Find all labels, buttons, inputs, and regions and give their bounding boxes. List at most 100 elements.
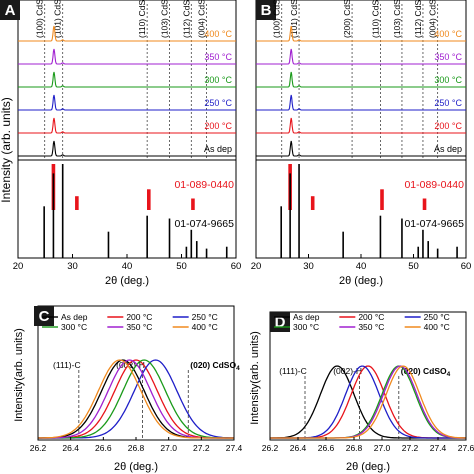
panel-a-ref-black-label: 01-074-9665 [174,218,234,230]
panel-b-trace-label: 250 °C [434,98,462,108]
chart-marks: (100) CdS (101) CdS (110) CdS (103) CdS (112… [13,0,474,453]
panel-a-trace-label: 250 °C [204,98,232,108]
panel-c-legend-label: 250 °C [192,312,218,322]
panel-d-letter: D [275,314,286,331]
panel-a-trace-label: 200 °C [204,121,232,131]
panel-b-ref-black-label: 01-074-9665 [404,218,464,230]
panel-d-xtick-label: 27.6 [458,443,474,453]
panel-d-xlabel: 2θ (deg.) [346,461,390,473]
panel-a-xlabel: 2θ (deg.) [105,275,149,287]
panel-a-refline-label: (004) CdS [197,0,207,38]
panel-a-xtick-label: 40 [122,261,133,272]
panel-a-trace-label: 350 °C [204,52,232,62]
panel-c-curve-350-c [38,359,234,439]
panel-a-trace-200-c [18,117,236,134]
panel-a-ref-red-bar [191,198,195,210]
panel-d-refline-label: (111)-C [279,366,307,376]
panel-a-xtick-label: 30 [67,261,78,272]
panel-a-ref-red-bar [75,196,79,210]
panel-b-refline-label: (112) CdS [413,0,423,38]
panel-c-xtick-label: 27.4 [226,443,243,453]
panel-c-legend-label: 400 °C [192,322,218,332]
panel-a-ref-red-bar [147,189,151,210]
panel-a-trace-400-c [18,25,236,42]
panel-b-trace-250-c [256,94,466,111]
panel-a-xtick-label: 60 [231,261,242,272]
panel-d-xtick-label: 27.0 [374,443,391,453]
panel-c-xtick-label: 26.6 [95,443,112,453]
panel-a-trace-250-c [18,94,236,111]
panel-c-legend-label: 300 °C [61,322,87,332]
panel-d-legend-label: 350 °C [358,322,384,332]
panel-b-xlabel: 2θ (deg.) [339,275,383,287]
panel-b-refline-label: (004) CdS [428,0,438,38]
panel-d-refline-label: (002)-H [333,366,362,376]
panel-d-legend-label: 400 °C [424,322,450,332]
panel-b-trace-label: 200 °C [434,121,462,131]
panel-a-trace-as-dep [18,140,236,157]
panel-c-curve-400-c [37,359,234,439]
panel-c-letter-box [34,306,54,326]
panel-d-curve-350-c [270,365,466,439]
panel-b-trace-label: As dep [434,144,462,154]
panel-c-xtick-label: 26.2 [30,443,47,453]
panel-b-trace-300-c [256,71,466,88]
panel-a-refline-label: (103) CdS [160,0,170,38]
panel-b-xtick-label: 50 [408,261,419,272]
panel-b-ref-red-bar [422,198,427,210]
panel-d-legend-label: As dep [293,312,320,322]
panel-b-trace-200-c [256,117,466,134]
panel-c-ylabel: Intensity(arb. units) [13,328,25,422]
panel-d-legend-label: 250 °C [424,312,450,322]
panel-d-xtick-label: 26.4 [290,443,307,453]
panel-b-trace-label: 300 °C [434,75,462,85]
panel-d-xtick-label: 26.2 [262,443,279,453]
panel-a-trace-300-c [18,71,236,88]
panel-d-ylabel: Intensity(arb. units) [249,331,261,425]
panel-c-xtick-label: 26.8 [128,443,145,453]
panel-c-legend-label: 200 °C [126,312,152,322]
panel-d-xtick-label: 27.4 [430,443,447,453]
panel-b-xtick-label: 40 [356,261,367,272]
panel-c-xtick-label: 27.2 [193,443,210,453]
panel-b-trace-label: 350 °C [434,52,462,62]
panel-a-trace-label: 400 °C [204,29,232,39]
panel-b-trace-label: 400 °C [434,29,462,39]
panel-b-xtick-label: 20 [251,261,262,272]
panel-d-legend-label: 200 °C [358,312,384,322]
panel-a-xtick-label: 20 [13,261,24,272]
panel-c-curve-250-c [38,359,234,439]
panel-a-letter-box [0,0,20,20]
panel-a-refline-label: (110) CdS [137,0,147,38]
panel-c-legend-label: 350 °C [126,322,152,332]
panel-b-ref-red-label: 01-089-0440 [404,179,464,191]
panel-c-curve-300-c [38,359,234,439]
panel-d-xtick-label: 26.8 [346,443,363,453]
panel-d-refline-label: (020) CdSO4 [401,366,451,378]
panel-b-refline-label: (110) CdS [370,0,380,38]
panel-c-xtick-label: 27.0 [160,443,177,453]
panel-b-letter: B [261,2,272,19]
panel-b-refline-label: (200) CdSO [342,0,352,38]
panel-b-xtick-label: 30 [303,261,314,272]
panel-b-trace-350-c [256,48,466,65]
panel-b-trace-as-dep [256,140,466,157]
panel-c-refline-label: (111)-C [53,360,81,370]
panel-b-xtick-label: 60 [461,261,472,272]
panel-b-refline-label: (100) CdS [272,0,282,38]
panel-a-xtick-label: 50 [176,261,187,272]
panel-b-ref-red-bar [310,196,315,210]
panel-a-trace-350-c [18,48,236,65]
panel-b-refline-label: (101) CdS [289,0,299,38]
panel-d-xtick-label: 27.2 [402,443,419,453]
panel-b-ref-red-bar [380,189,384,210]
panel-b-trace-400-c [256,25,466,42]
panel-c-xtick-label: 26.4 [62,443,79,453]
panel-b-refline-label: (103) CdS [392,0,402,38]
panel-d-frame [269,311,467,441]
panel-a-ylabel: Intensity (arb. units) [0,97,13,202]
panel-a-refline-label: (100) CdS [35,0,45,38]
panel-a-ref-red-label: 01-089-0440 [174,179,234,191]
panel-c-curve-200-c [38,359,234,439]
